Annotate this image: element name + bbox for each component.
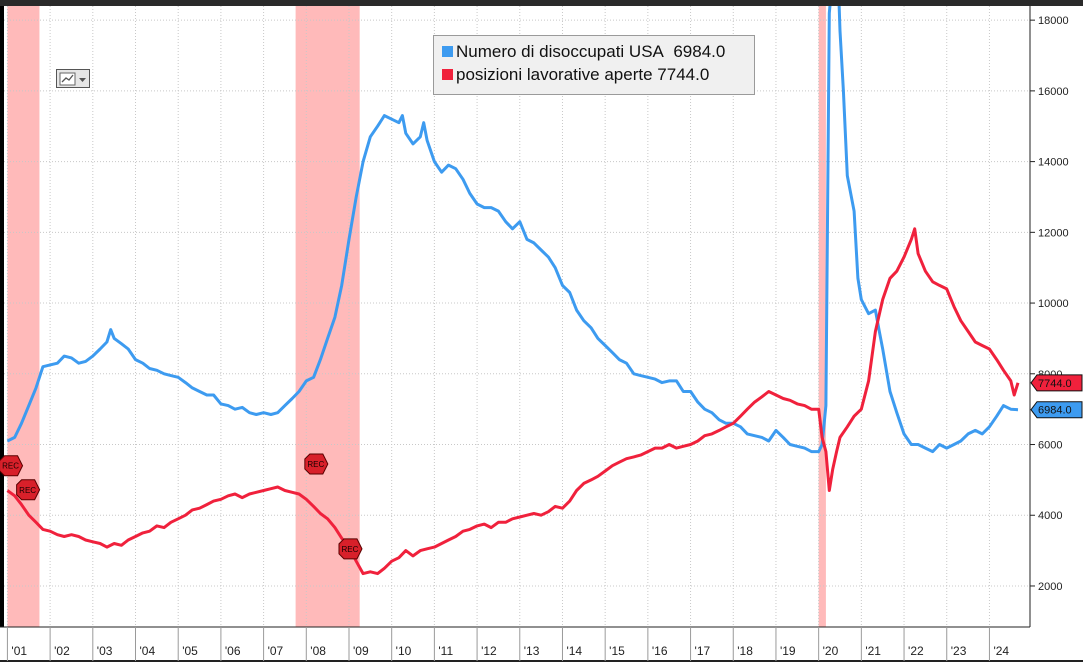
x-tick-label: '08 bbox=[310, 644, 326, 658]
x-tick-label: '05 bbox=[182, 644, 198, 658]
legend-entry-unemployed: Numero di disoccupati USA 6984.0 bbox=[442, 41, 725, 63]
x-tick-label: '14 bbox=[566, 644, 582, 658]
series-group bbox=[6, 6, 1020, 576]
legend-box: Numero di disoccupati USA 6984.0 posizio… bbox=[433, 35, 755, 95]
rec-marker-label: REC bbox=[342, 545, 359, 554]
last-value-tag-job-openings: 7744.0 bbox=[1030, 374, 1083, 392]
line-chart-icon bbox=[59, 72, 86, 86]
legend-entry-openings: posizioni lavorative aperte 7744.0 bbox=[442, 64, 709, 86]
y-tick-label: 18000 bbox=[1038, 15, 1069, 27]
last-value-tag-shape bbox=[1030, 374, 1083, 392]
last-value-tag-shape bbox=[1030, 401, 1083, 419]
y-tick-label: 2000 bbox=[1038, 581, 1062, 593]
chart-type-button[interactable] bbox=[56, 69, 90, 88]
x-tick-label: '20 bbox=[823, 644, 839, 658]
y-tick-label: 12000 bbox=[1038, 227, 1069, 239]
rec-marker-shape bbox=[304, 453, 329, 475]
rec-marker-label: REC bbox=[19, 486, 36, 495]
x-tick-label: '21 bbox=[865, 644, 881, 658]
y-tick-label: 10000 bbox=[1038, 298, 1069, 310]
y-tick-label: 4000 bbox=[1038, 510, 1062, 522]
x-tick-label: '11 bbox=[438, 644, 453, 658]
x-tick-label: '15 bbox=[609, 644, 625, 658]
recession-band bbox=[818, 6, 826, 627]
y-tick-label: 16000 bbox=[1038, 86, 1069, 98]
x-tick-label: '02 bbox=[54, 644, 70, 658]
recession-band bbox=[7, 6, 40, 627]
last-value-tag-unemployed: 6984.0 bbox=[1030, 401, 1083, 419]
x-tick-label: '18 bbox=[737, 644, 753, 658]
toolbar-strip bbox=[0, 0, 1083, 6]
x-tick-label: '17 bbox=[695, 644, 711, 658]
x-tick-label: '23 bbox=[951, 644, 967, 658]
x-tick-label: '19 bbox=[780, 644, 796, 658]
x-tick-label: '03 bbox=[97, 644, 113, 658]
y-tick-label: 14000 bbox=[1038, 157, 1069, 169]
x-tick-label: '09 bbox=[353, 644, 369, 658]
rec-marker: REC bbox=[16, 479, 41, 501]
rec-marker-shape bbox=[0, 455, 24, 477]
chevron-down-icon bbox=[79, 78, 86, 82]
rec-marker-shape bbox=[338, 538, 363, 560]
last-value-tag-label: 6984.0 bbox=[1038, 405, 1072, 417]
x-tick-label: '07 bbox=[268, 644, 284, 658]
last-value-tag-label: 7744.0 bbox=[1038, 378, 1072, 390]
legend-swatch-red bbox=[442, 69, 453, 80]
x-tick-label: '22 bbox=[908, 644, 924, 658]
x-tick-label: '04 bbox=[140, 644, 156, 658]
x-axis-strip bbox=[0, 627, 1083, 664]
series-line-job-openings bbox=[6, 227, 1020, 576]
x-tick-label: '13 bbox=[524, 644, 540, 658]
recession-band bbox=[295, 6, 360, 627]
y-tick-label: 6000 bbox=[1038, 440, 1062, 452]
legend-swatch-blue bbox=[442, 46, 453, 57]
rec-marker-label: REC bbox=[307, 460, 324, 469]
x-tick-label: '12 bbox=[481, 644, 497, 658]
rec-marker-shape bbox=[16, 479, 41, 501]
x-tick-label: '24 bbox=[993, 644, 1009, 658]
x-tick-label: '10 bbox=[396, 644, 412, 658]
rec-marker: REC bbox=[338, 538, 363, 560]
legend-value: 7744.0 bbox=[657, 65, 710, 84]
x-tick-label: '06 bbox=[225, 644, 241, 658]
plot-area bbox=[4, 6, 1030, 627]
x-tick-label: '16 bbox=[652, 644, 668, 658]
rec-marker: REC bbox=[0, 455, 24, 477]
legend-value: 6984.0 bbox=[673, 42, 726, 61]
rec-marker-label: REC bbox=[2, 462, 19, 471]
legend-label: Numero di disoccupati USA bbox=[456, 42, 664, 61]
series-line-unemployed bbox=[6, 6, 1019, 454]
x-tick-label: '01 bbox=[11, 644, 27, 658]
rec-marker: REC bbox=[304, 453, 329, 475]
y-axis-panel bbox=[1030, 6, 1083, 663]
legend-label: posizioni lavorative aperte bbox=[456, 65, 653, 84]
